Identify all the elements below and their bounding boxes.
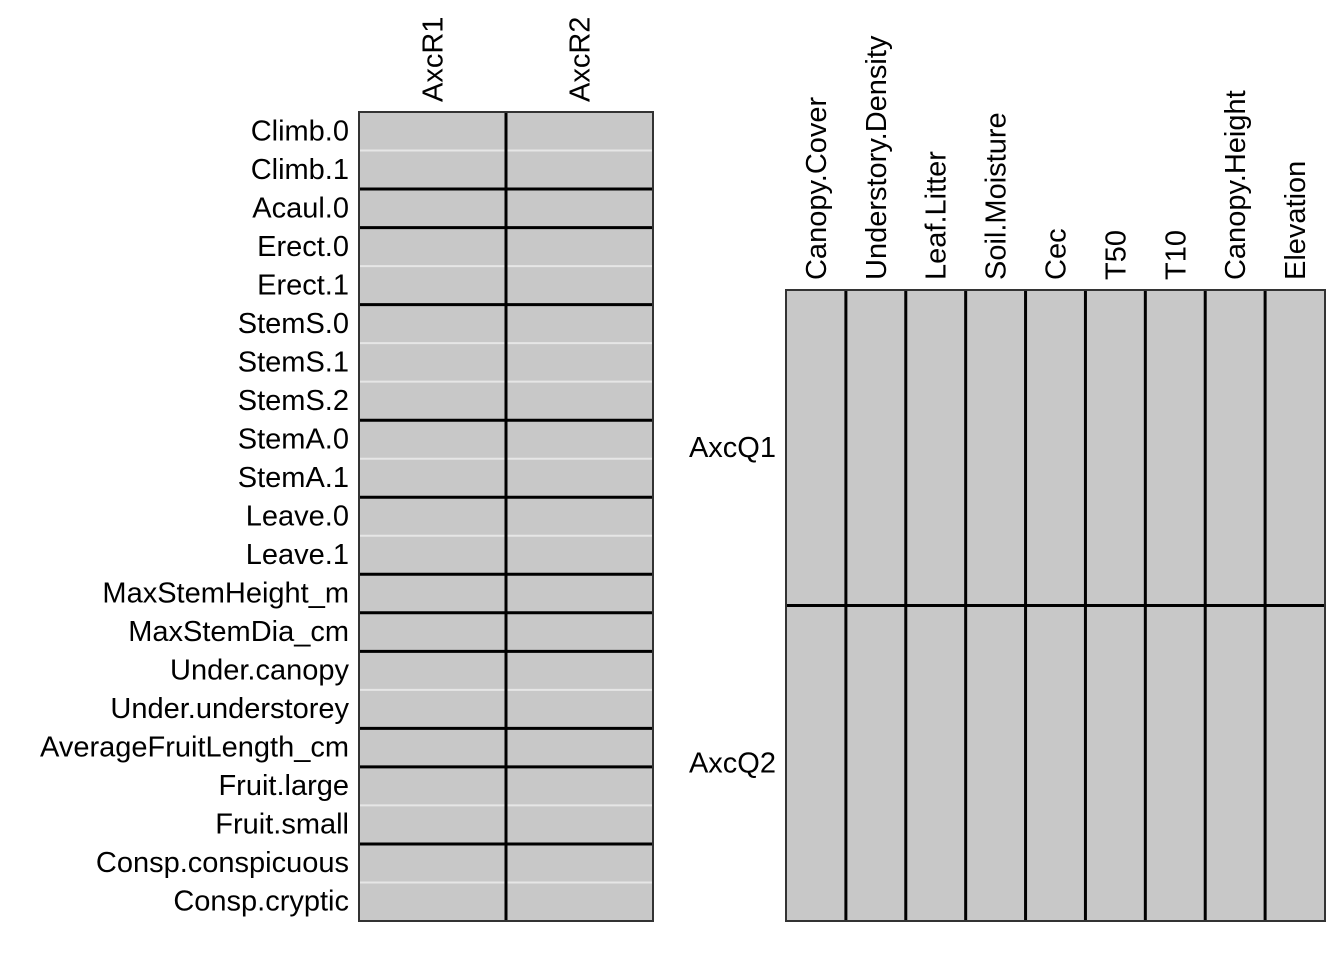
row-label: AverageFruitLength_cm xyxy=(40,732,349,764)
row-label: Erect.1 xyxy=(257,269,349,301)
row-label: Consp.cryptic xyxy=(173,886,349,918)
cell xyxy=(359,689,506,729)
cell xyxy=(905,290,966,606)
cell xyxy=(1265,605,1325,921)
cell xyxy=(506,535,653,575)
cell xyxy=(359,651,506,690)
cell xyxy=(359,150,506,190)
cell xyxy=(506,458,653,498)
cell xyxy=(359,112,506,151)
cell xyxy=(359,612,506,652)
cell xyxy=(506,112,653,151)
row-label: Fruit.large xyxy=(218,770,349,802)
row-label: Leave.1 xyxy=(246,539,349,571)
row-label: Acaul.0 xyxy=(252,192,349,224)
cell xyxy=(845,605,906,921)
cell xyxy=(905,605,966,921)
panel-frame xyxy=(785,289,1326,922)
environment-heatmap: AxcQ1 AxcQ2 Canopy.Cover Understory.Density… xyxy=(689,35,1326,922)
cell xyxy=(506,343,653,382)
cell xyxy=(506,651,653,690)
column-label: AxcR1 xyxy=(418,17,450,102)
column-label: T10 xyxy=(1160,230,1192,280)
traits-heatmap: Climb.0 Climb.1 Acaul.0 Erect.0 Erect.1 StemS… xyxy=(40,17,654,922)
cell xyxy=(506,150,653,190)
cell xyxy=(965,605,1026,921)
row-label: Climb.0 xyxy=(251,115,349,147)
column-label: Canopy.Height xyxy=(1220,90,1252,280)
cell xyxy=(506,766,653,806)
column-label: Understory.Density xyxy=(861,35,893,280)
cell xyxy=(506,843,653,883)
cell xyxy=(359,882,506,921)
column-label: Canopy.Cover xyxy=(801,96,833,280)
cell xyxy=(1205,605,1266,921)
row-label: StemA.0 xyxy=(238,423,349,455)
column-label: Soil.Moisture xyxy=(981,112,1013,280)
row-label: StemS.0 xyxy=(238,308,349,340)
row-label: Under.understorey xyxy=(110,693,349,725)
cell xyxy=(1085,605,1146,921)
cell xyxy=(359,728,506,767)
cell xyxy=(359,766,506,806)
cell xyxy=(359,458,506,498)
row-label: Leave.0 xyxy=(246,501,349,533)
cell xyxy=(506,728,653,767)
cell xyxy=(1085,290,1146,606)
row-label: StemS.1 xyxy=(238,346,349,378)
cell xyxy=(359,189,506,228)
row-label: AxcQ2 xyxy=(689,747,776,779)
column-label: AxcR2 xyxy=(565,17,597,102)
cell xyxy=(1145,290,1206,606)
cell xyxy=(786,605,846,921)
cell xyxy=(359,843,506,883)
cell xyxy=(506,227,653,267)
cell xyxy=(1145,605,1206,921)
cell xyxy=(359,535,506,575)
row-label: StemA.1 xyxy=(238,462,349,494)
cell xyxy=(506,612,653,652)
cell xyxy=(1025,605,1086,921)
cell xyxy=(359,574,506,613)
cell xyxy=(506,497,653,536)
cell xyxy=(965,290,1026,606)
cell xyxy=(359,497,506,536)
row-label: Erect.0 xyxy=(257,231,349,263)
cell xyxy=(359,805,506,844)
cell xyxy=(506,189,653,228)
cell xyxy=(1205,290,1266,606)
cell xyxy=(359,266,506,305)
column-label: Leaf.Litter xyxy=(921,151,953,280)
column-label: T50 xyxy=(1100,230,1132,280)
cell xyxy=(359,420,506,459)
cell xyxy=(359,343,506,382)
cell xyxy=(506,689,653,729)
cell xyxy=(359,227,506,267)
panel-frame xyxy=(358,111,654,922)
cell xyxy=(359,381,506,421)
cell xyxy=(845,290,906,606)
row-label: Fruit.small xyxy=(215,809,349,841)
cell xyxy=(506,381,653,421)
cell xyxy=(1265,290,1325,606)
cell xyxy=(506,805,653,844)
column-label: Elevation xyxy=(1280,161,1312,280)
cell xyxy=(506,574,653,613)
cell xyxy=(506,882,653,921)
row-label: AxcQ1 xyxy=(689,432,776,464)
cell xyxy=(506,420,653,459)
cell xyxy=(506,266,653,305)
cell xyxy=(506,304,653,344)
row-label: Under.canopy xyxy=(170,655,349,687)
cell xyxy=(1025,290,1086,606)
row-label: MaxStemHeight_m xyxy=(102,578,349,610)
cell xyxy=(359,304,506,344)
row-label: MaxStemDia_cm xyxy=(128,616,349,648)
row-label: StemS.2 xyxy=(238,385,349,417)
column-label: Cec xyxy=(1041,228,1073,280)
row-label: Climb.1 xyxy=(251,154,349,186)
cell xyxy=(786,290,846,606)
row-label: Consp.conspicuous xyxy=(96,847,349,879)
